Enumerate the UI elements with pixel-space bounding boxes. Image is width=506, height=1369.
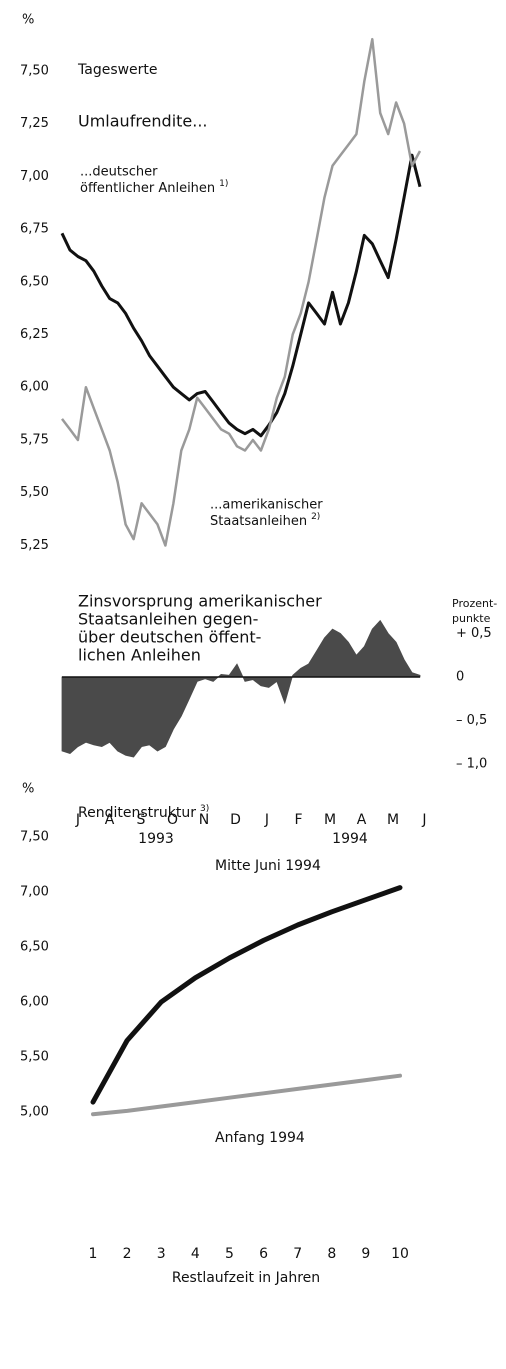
y-tick-label: 7,25 [20, 116, 49, 131]
y-tick-label: 5,25 [20, 538, 49, 553]
y-unit: % [22, 782, 34, 797]
y-tick-label: – 1,0 [456, 757, 487, 772]
y-tick-label: 5,75 [20, 432, 49, 447]
x-tick-label: 8 [327, 1246, 336, 1262]
x-tick-label: 5 [225, 1246, 234, 1262]
series-label-text: öffentlicher Anleihen [80, 181, 215, 196]
y-axis-label: Prozent- [452, 597, 497, 610]
y-tick-label: 5,00 [20, 1105, 49, 1120]
series-line [91, 1073, 402, 1117]
series-label: Mitte Juni 1994 [215, 858, 321, 874]
year-label: 1993 [138, 831, 174, 847]
chart-title: Umlaufrendite... [78, 112, 208, 131]
x-tick-label: 3 [157, 1246, 166, 1262]
y-tick-label: – 0,5 [456, 713, 487, 728]
x-tick-label: S [137, 812, 146, 828]
chart-title: Renditenstruktur 3) [78, 804, 209, 822]
series-line [90, 885, 403, 1105]
x-tick-label: M [387, 812, 399, 828]
series-label: ...deutscher [80, 165, 158, 180]
y-tick-label: 6,50 [20, 940, 49, 955]
footnote-mark: 2) [311, 512, 320, 522]
x-tick-label: F [294, 812, 302, 828]
x-tick-label: M [324, 812, 336, 828]
y-tick-label: 6,50 [20, 274, 49, 289]
y-tick-label: 6,25 [20, 327, 49, 342]
y-unit: % [22, 13, 34, 28]
x-tick-label: A [357, 812, 367, 828]
x-tick-label: D [230, 812, 241, 828]
y-tick-label: 6,00 [20, 995, 49, 1010]
x-tick-label: 1 [89, 1246, 98, 1262]
chart-title: Zinsvorsprung amerikanischer [78, 592, 322, 611]
y-axis-label: punkte [452, 612, 491, 625]
series-label: Anfang 1994 [215, 1130, 305, 1146]
x-tick-label: 2 [123, 1246, 132, 1262]
footnote-mark: 3) [200, 804, 209, 814]
y-tick-label: + 0,5 [456, 626, 492, 641]
series-label-text: Staatsanleihen [210, 514, 307, 529]
chart-title: Staatsanleihen gegen- [78, 610, 258, 629]
y-tick-label: 7,00 [20, 169, 49, 184]
x-tick-label: 9 [361, 1246, 370, 1262]
spread-area [61, 619, 421, 758]
chart-title: über deutschen öffent- [78, 628, 261, 647]
series-line [60, 153, 422, 438]
y-tick-label: 6,75 [20, 222, 49, 237]
series-label: ...amerikanischer [210, 498, 323, 513]
chart-title: lichen Anleihen [78, 646, 201, 665]
x-axis-label: Restlaufzeit in Jahren [172, 1270, 320, 1286]
x-tick-label: 10 [391, 1246, 409, 1262]
subtitle: Tageswerte [77, 62, 158, 78]
y-tick-label: 6,00 [20, 380, 49, 395]
x-tick-label: J [264, 812, 269, 828]
x-tick-label: N [199, 812, 209, 828]
x-tick-label: O [167, 812, 178, 828]
y-tick-label: 7,50 [20, 830, 49, 845]
x-tick-label: 4 [191, 1246, 200, 1262]
series-line [61, 37, 422, 547]
x-tick-label: J [421, 812, 426, 828]
year-label: 1994 [332, 831, 368, 847]
series-label: Staatsanleihen 2) [210, 512, 320, 529]
x-tick-label: 6 [259, 1246, 268, 1262]
chart-title-text: Renditenstruktur [78, 805, 196, 821]
y-tick-label: 7,50 [20, 63, 49, 78]
y-tick-label: 5,50 [20, 485, 49, 500]
y-tick-label: 0 [456, 670, 464, 685]
y-tick-label: 7,00 [20, 885, 49, 900]
x-tick-label: J [75, 812, 80, 828]
footnote-mark: 1) [219, 179, 228, 189]
x-tick-label: 7 [293, 1246, 302, 1262]
x-tick-label: A [105, 812, 115, 828]
y-tick-label: 5,50 [20, 1050, 49, 1065]
series-label: öffentlicher Anleihen 1) [80, 179, 228, 196]
